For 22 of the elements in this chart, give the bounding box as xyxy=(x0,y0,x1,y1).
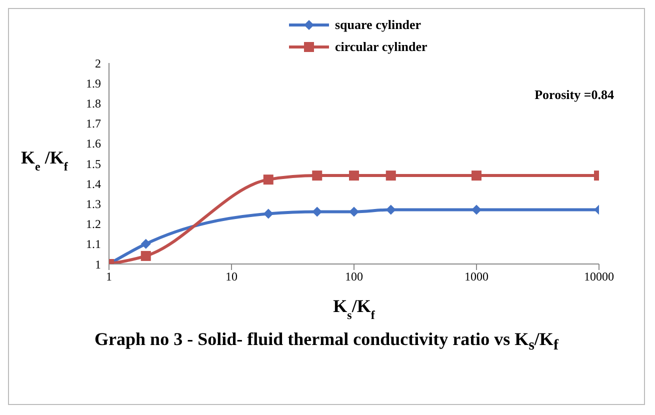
x-tick-label: 100 xyxy=(345,270,363,284)
x-tick-label: 10 xyxy=(226,270,238,284)
legend-label: square cylinder xyxy=(335,17,422,33)
text: Graph no 3 - Solid- fluid thermal conductivity ratio vs K$_{s}$/K$_{f}$ xyxy=(94,329,560,355)
y-axis-title: K$_{e}$ /K$_{f}$ xyxy=(21,148,69,174)
y-tick-label: 1.6 xyxy=(86,136,101,151)
y-tick-label: 1.7 xyxy=(86,116,101,131)
y-tick-label: 1.4 xyxy=(86,176,101,191)
y-tick-label: 1.5 xyxy=(86,156,101,171)
annotation: Porosity =0.84 xyxy=(534,87,614,103)
legend-label: circular cylinder xyxy=(335,39,428,55)
y-tick-label: 2 xyxy=(95,56,101,70)
y-tick-label: 1.8 xyxy=(86,96,101,110)
y-tick-label: 1.1 xyxy=(86,237,101,252)
y-tick-label: 1 xyxy=(95,257,101,272)
x-tick-label: 1 xyxy=(106,270,112,284)
x-tick-label: 10000 xyxy=(584,270,614,284)
x-tick-label: 1000 xyxy=(464,270,488,284)
y-tick-label: 1.3 xyxy=(86,196,101,211)
x-axis-title: K$_{s}$/K$_{f}$ xyxy=(333,296,376,322)
y-tick-label: 1.9 xyxy=(86,76,101,90)
y-tick-label: 1.2 xyxy=(86,217,101,232)
